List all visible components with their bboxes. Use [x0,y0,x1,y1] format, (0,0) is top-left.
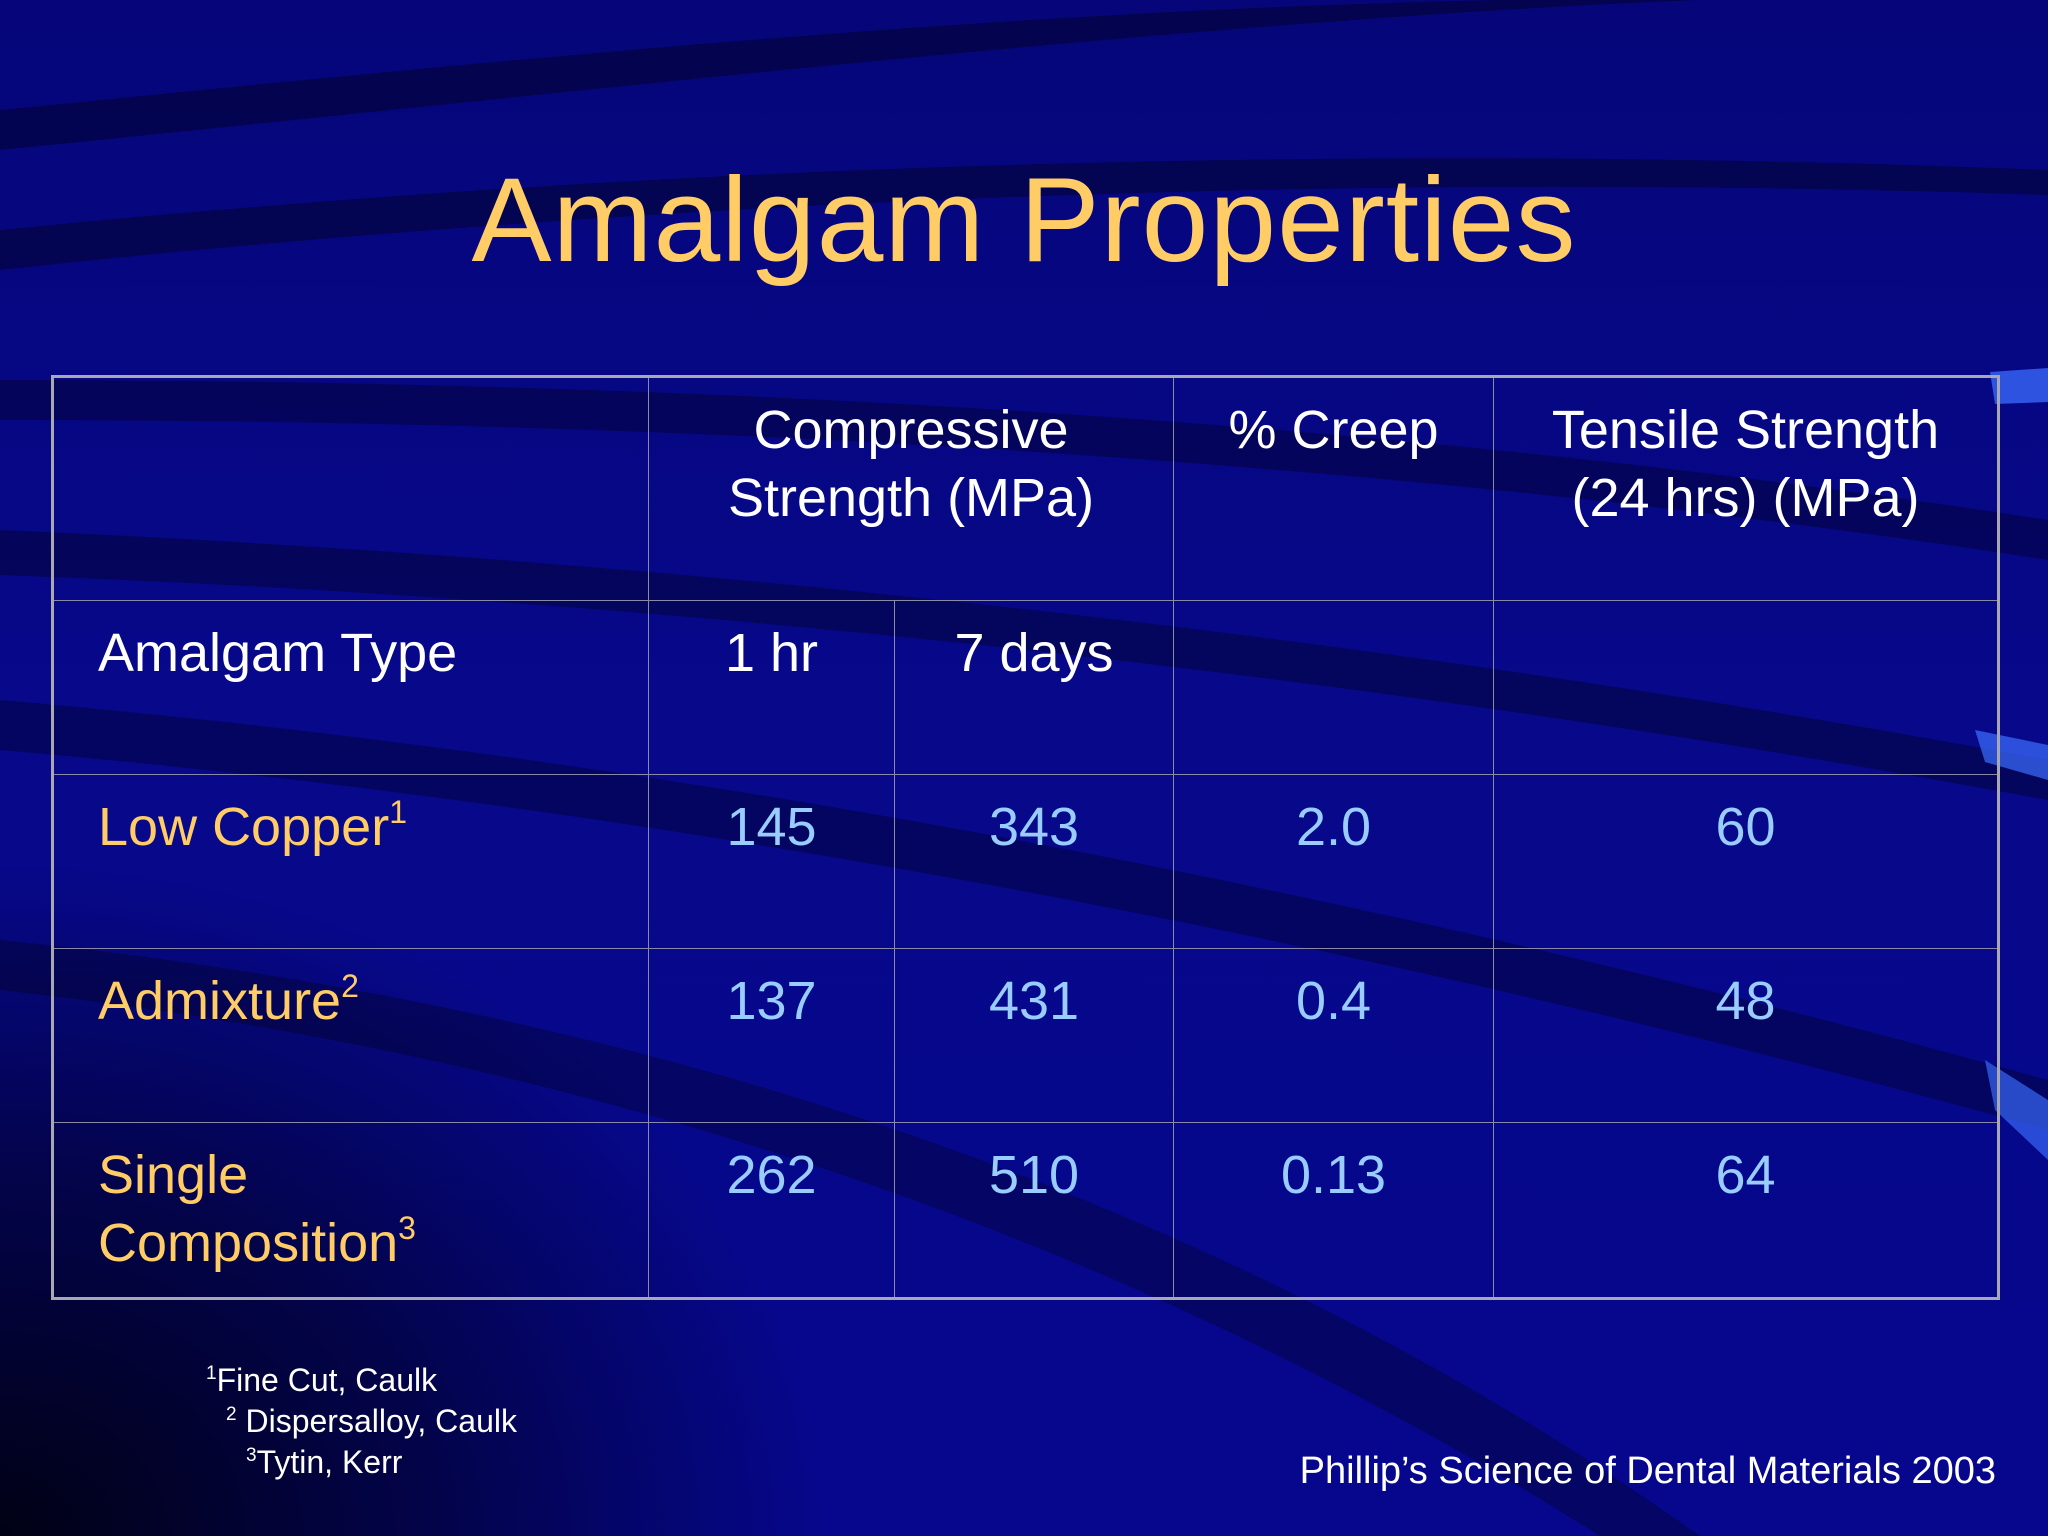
header-row-2: Amalgam Type 1 hr 7 days [52,600,2000,775]
header-7-days: 7 days [893,600,1175,775]
value-7-days: 343 [893,774,1175,949]
table-row: Low Copper1 145 343 2.0 60 [52,774,2000,949]
footnote-ref: 2 [341,968,359,1004]
header-1-hr: 1 hr [648,600,895,775]
header-tensile-strength: Tensile Strength (24 hrs) (MPa) [1493,376,2000,601]
footnote-ref: 1 [389,794,407,830]
value-7-days: 431 [893,948,1175,1123]
footnote-ref: 3 [398,1210,416,1246]
amalgam-type-cell: Single Composition3 [52,1122,649,1299]
header-amalgam-type: Amalgam Type [52,600,649,775]
footnote-mark: 3 [246,1445,257,1466]
footnote-text: Fine Cut, Caulk [216,1362,438,1398]
footnote-text: Tytin, Kerr [256,1444,403,1480]
footnote-3: 3Tytin, Kerr [246,1442,402,1482]
footnote-mark: 2 [226,1404,237,1425]
value-1-hr: 262 [648,1122,895,1299]
value-tensile: 60 [1493,774,2000,949]
footnote-text: Dispersalloy, Caulk [245,1403,517,1439]
source-citation: Phillip’s Science of Dental Materials 20… [1299,1450,1996,1492]
value-7-days: 510 [893,1122,1175,1299]
swoosh-light-1 [1990,368,2048,404]
header-row-1: Compressive Strength (MPa) % Creep Tensi… [52,376,2000,601]
amalgam-type-cell: Low Copper1 [52,774,649,949]
amalgam-type-cell: Admixture2 [52,948,649,1123]
swoosh-1 [0,0,1700,150]
value-tensile: 48 [1493,948,2000,1123]
swoosh-light-3 [1985,1060,2048,1160]
table-row: Admixture2 137 431 0.4 48 [52,948,2000,1123]
header-percent-creep: % Creep [1173,376,1495,601]
footnote-1: 1Fine Cut, Caulk [206,1360,437,1400]
amalgam-type-name: Admixture [98,971,342,1031]
value-creep: 0.13 [1173,1122,1495,1299]
footnote-mark: 1 [206,1363,217,1384]
properties-table: Compressive Strength (MPa) % Creep Tensi… [51,375,2001,1300]
table-row: Single Composition3 262 510 0.13 64 [52,1122,2000,1299]
header-empty-cell [52,376,649,601]
header-creep-empty [1173,600,1495,775]
value-tensile: 64 [1493,1122,2000,1299]
footnote-2: 2 Dispersalloy, Caulk [226,1401,517,1441]
slide-title: Amalgam Properties [471,153,1577,287]
header-compressive-strength: Compressive Strength (MPa) [647,376,1175,601]
header-tensile-empty [1493,600,2000,775]
value-1-hr: 137 [648,948,895,1123]
value-creep: 2.0 [1173,774,1495,949]
amalgam-type-name: Single Composition [98,1145,399,1273]
value-1-hr: 145 [648,774,895,949]
swoosh-2 [0,158,2048,270]
amalgam-type-name: Low Copper [98,797,390,857]
value-creep: 0.4 [1173,948,1495,1123]
